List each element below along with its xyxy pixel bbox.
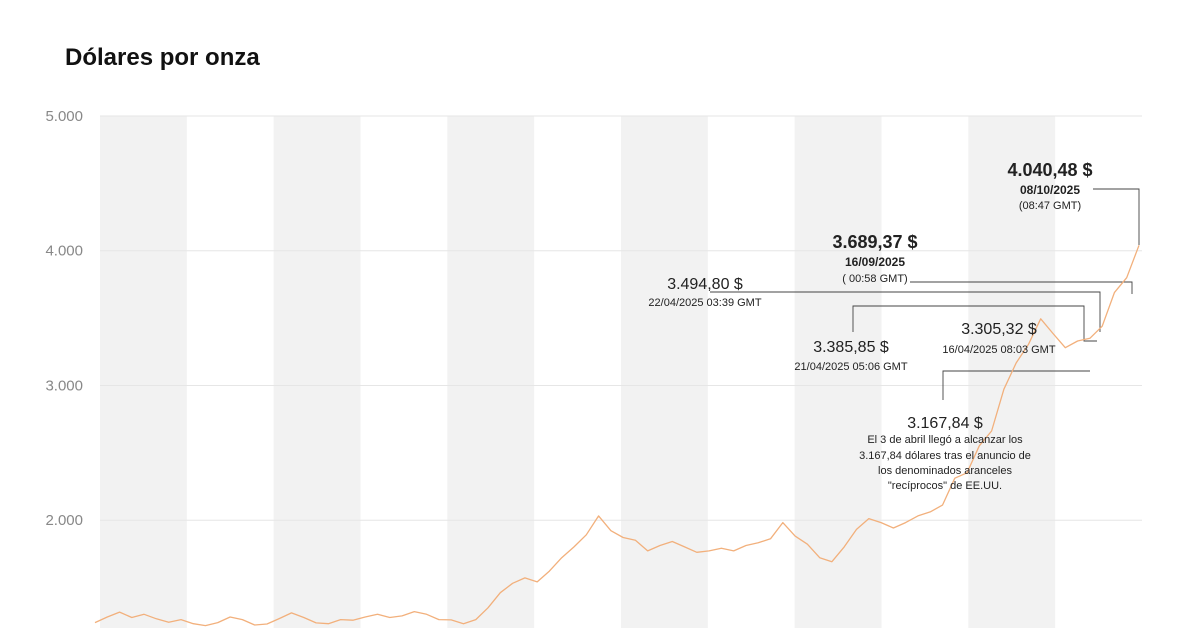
annotation-value-3494: 3.494,80 $	[667, 276, 743, 293]
annotation-time-3689: ( 00:58 GMT)	[842, 273, 907, 285]
y-tick-label: 4.000	[45, 243, 83, 260]
y-tick-label: 2.000	[45, 512, 83, 529]
y-axis-ticks: 5.000 4.000 3.000 2.000	[45, 108, 83, 529]
background-band	[100, 116, 187, 628]
annotation-note-line-2: 3.167,84 dólares tras el anuncio de	[859, 450, 1031, 462]
annotation-leader	[1093, 188, 1140, 245]
price-line	[94, 245, 1140, 627]
annotation-leaders	[710, 188, 1140, 400]
annotation-note-line-3: los denominados aranceles	[878, 465, 1012, 477]
annotation-date-3305: 16/04/2025 08:03 GMT	[942, 344, 1055, 356]
chart-title: Dólares por onza	[65, 44, 260, 71]
annotation-note-line-4: "recíprocos" de EE.UU.	[888, 480, 1002, 492]
gridlines	[100, 115, 1142, 521]
annotation-date-3689: 16/09/2025	[845, 255, 905, 269]
annotation-date-3385: 21/04/2025 05:06 GMT	[794, 361, 907, 373]
annotation-value-3385: 3.385,85 $	[813, 339, 889, 356]
annotation-value-4040: 4.040,48 $	[1007, 160, 1092, 180]
background-band	[447, 116, 535, 628]
annotation-leader	[910, 281, 1133, 294]
y-tick-label: 5.000	[45, 108, 83, 125]
annotation-leader	[852, 305, 1097, 342]
annotation-time-4040: (08:47 GMT)	[1019, 200, 1081, 212]
background-band	[621, 116, 708, 628]
annotation-value-3689: 3.689,37 $	[832, 232, 917, 252]
annotation-value-3167: 3.167,84 $	[907, 415, 983, 432]
annotation-value-3305: 3.305,32 $	[961, 321, 1037, 338]
background-band	[273, 116, 361, 628]
annotation-date-4040: 08/10/2025	[1020, 183, 1080, 197]
annotation-leader	[710, 291, 1101, 332]
background-bands	[100, 116, 1056, 628]
annotation-date-3494: 22/04/2025 03:39 GMT	[648, 297, 761, 309]
y-tick-label: 3.000	[45, 377, 83, 394]
annotation-leader	[942, 370, 1090, 400]
background-band	[794, 116, 882, 628]
annotation-note-line-1: El 3 de abril llegó a alcanzar los	[867, 434, 1023, 446]
